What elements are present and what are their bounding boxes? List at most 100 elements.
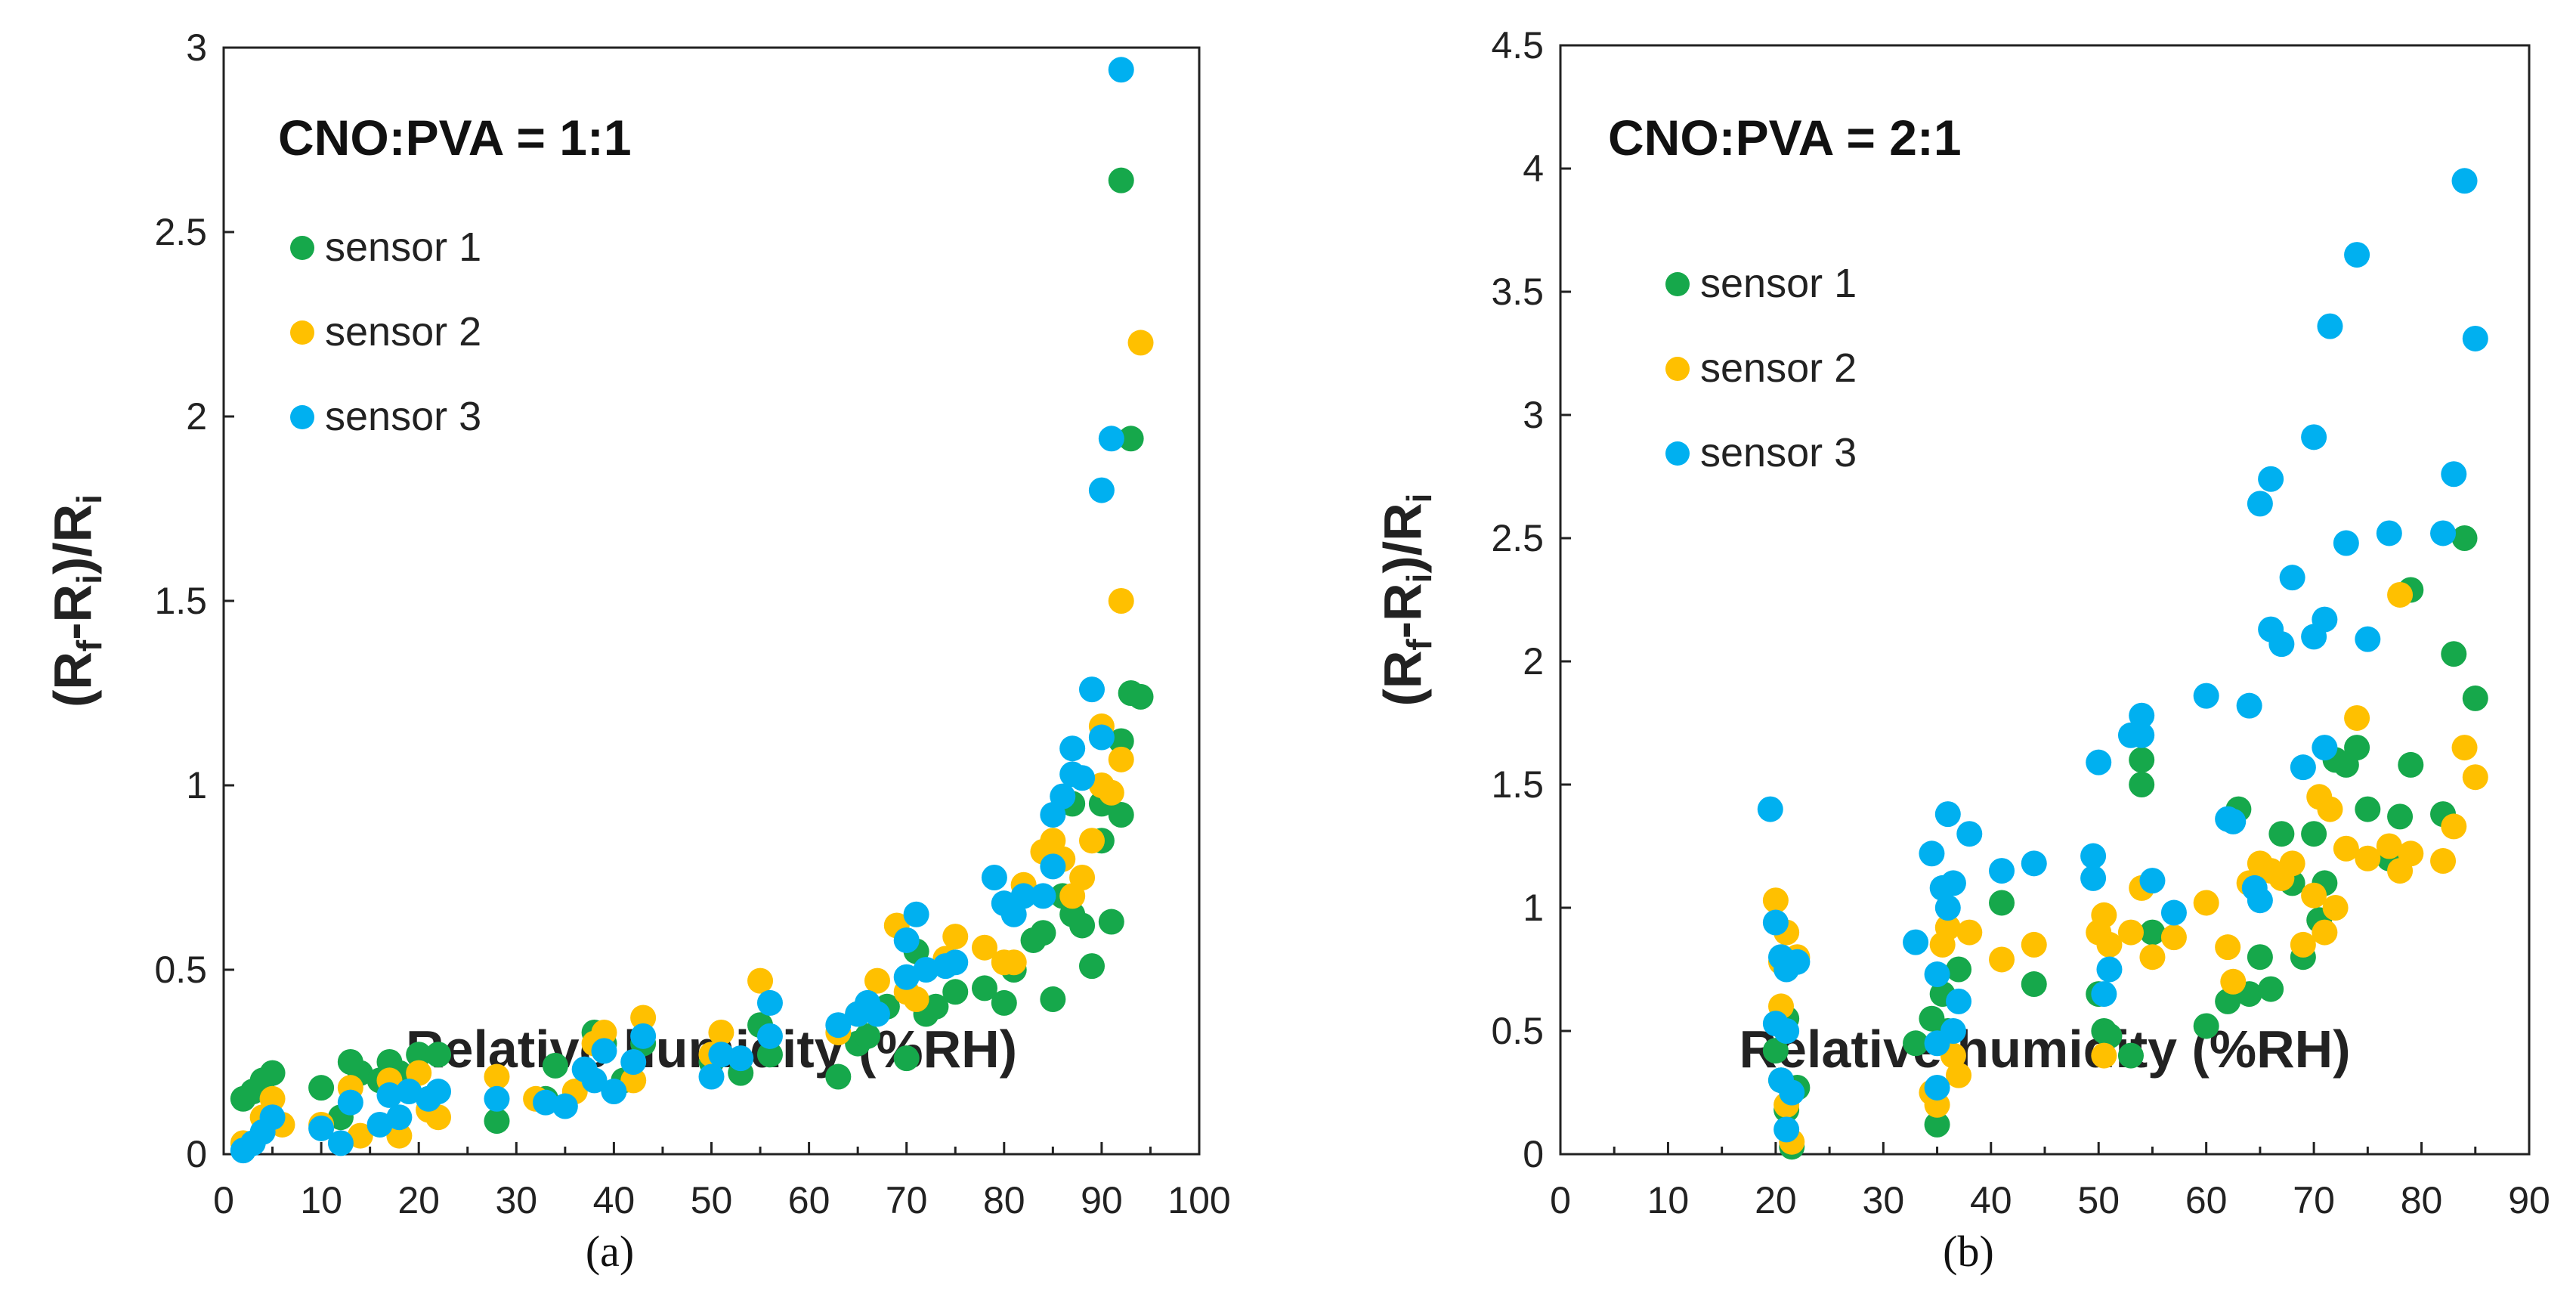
y-axis-title-subscript: f	[1399, 639, 1439, 651]
data-point	[1078, 953, 1105, 980]
data-point	[2279, 850, 2305, 877]
data-point	[484, 1063, 510, 1090]
y-tick-label: 3	[186, 26, 207, 69]
data-point	[864, 1001, 890, 1027]
data-point	[1030, 883, 1056, 909]
y-axis-title-subscript: i	[1399, 494, 1439, 503]
data-point	[2441, 641, 2467, 667]
legend-label: sensor 3	[325, 394, 481, 439]
data-point	[1059, 735, 1086, 762]
data-point	[981, 865, 1007, 890]
data-point	[2317, 313, 2343, 339]
data-point	[756, 989, 783, 1016]
data-point	[893, 964, 920, 990]
data-point	[942, 949, 969, 976]
legend-label: sensor 1	[1700, 261, 1857, 306]
data-point	[1108, 588, 1134, 614]
data-point	[1946, 1062, 1972, 1088]
data-point	[2139, 944, 2166, 970]
data-point	[2355, 845, 2381, 871]
panel-caption: (a)	[586, 1227, 634, 1276]
data-point	[893, 1045, 920, 1072]
data-point	[1784, 949, 1811, 975]
y-axis-title: (Rf-Ri)/Ri	[1373, 494, 1439, 707]
data-point	[386, 1122, 413, 1149]
y-tick-label: 1.5	[154, 580, 207, 622]
data-point	[1919, 840, 1945, 867]
data-point	[1934, 801, 1961, 828]
data-point	[2451, 735, 2478, 761]
data-point	[2430, 520, 2457, 546]
data-point	[2139, 868, 2166, 894]
data-point	[2462, 325, 2488, 351]
data-point	[2129, 702, 2155, 729]
legend-marker	[290, 405, 314, 429]
data-point	[2312, 919, 2338, 946]
chart-b: 0 0.5 1 1.5 2 2.5 3 3.5 4 4.5 0 10 20 30 40 50 60 70 80 90 R…	[1373, 24, 2550, 1276]
data-point	[2301, 821, 2327, 847]
data-point	[2021, 850, 2047, 877]
data-point	[396, 1079, 422, 1105]
data-point	[1078, 828, 1105, 854]
data-point	[1069, 865, 1096, 890]
y-tick-label: 0.5	[1491, 1010, 1544, 1052]
y-axis-title-subscript: i	[1399, 574, 1439, 584]
data-point	[2355, 796, 2381, 822]
data-point	[259, 1060, 286, 1086]
series-3	[1757, 168, 2488, 1143]
y-axis-title-part: (R	[1373, 651, 1432, 707]
data-point	[1934, 895, 1961, 921]
data-point	[2268, 631, 2295, 658]
data-point	[552, 1093, 578, 1119]
data-point	[620, 1067, 647, 1094]
data-point	[1940, 1018, 1966, 1044]
data-point	[2462, 685, 2488, 711]
data-point	[2387, 581, 2414, 608]
data-point	[259, 1104, 286, 1131]
data-point	[728, 1045, 754, 1072]
legend-marker	[1665, 357, 1690, 381]
data-point	[747, 967, 774, 994]
data-point	[386, 1104, 413, 1131]
data-point	[1088, 724, 1115, 751]
data-point	[2091, 1042, 2117, 1069]
data-point	[601, 1079, 627, 1105]
legend-marker	[290, 320, 314, 345]
data-point	[1069, 912, 1096, 939]
data-point	[376, 1082, 403, 1108]
data-point	[1956, 821, 1983, 847]
y-tick-label: 2	[186, 395, 207, 438]
data-point	[1762, 1038, 1789, 1064]
data-point	[2080, 865, 2107, 891]
y-tick-label: 2.5	[1491, 517, 1544, 559]
y-tick-label: 3	[1523, 394, 1544, 436]
data-point	[1989, 890, 2015, 916]
data-point	[2462, 764, 2488, 791]
data-point	[2220, 968, 2247, 995]
data-point	[2387, 803, 2414, 830]
y-tick-label: 4.5	[1491, 24, 1544, 67]
data-point	[1108, 746, 1134, 772]
x-tick-label: 50	[691, 1179, 733, 1221]
y-axis-title-part: -R	[43, 584, 102, 640]
data-point	[1989, 946, 2015, 973]
x-tick-label: 30	[1863, 1179, 1905, 1221]
data-point	[1940, 870, 1966, 896]
y-axis-title-subscript: f	[70, 639, 109, 652]
x-tick-label: 90	[1081, 1179, 1123, 1221]
data-point	[2355, 626, 2381, 652]
data-point	[337, 1089, 363, 1116]
data-point	[1098, 779, 1124, 806]
y-axis-title-subscript: i	[70, 574, 109, 584]
data-point	[1108, 728, 1134, 754]
data-point	[1069, 765, 1096, 791]
data-point	[620, 1049, 647, 1075]
data-point	[1108, 57, 1134, 83]
data-point	[1903, 929, 1929, 955]
x-tick-label: 20	[1755, 1179, 1797, 1221]
data-point	[708, 1042, 734, 1068]
data-point	[630, 1005, 657, 1031]
x-tick-label: 90	[2508, 1179, 2550, 1221]
data-point	[542, 1052, 568, 1079]
